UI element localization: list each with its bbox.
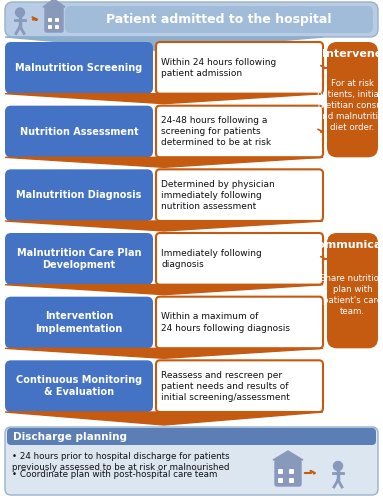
Text: Immediately following
diagnosis: Immediately following diagnosis bbox=[161, 249, 262, 269]
Text: Malnutrition Diagnosis: Malnutrition Diagnosis bbox=[16, 190, 142, 200]
FancyBboxPatch shape bbox=[5, 106, 153, 158]
Text: For at risk
patients, initiate
dietitian consult
and malnutrition
diet order.: For at risk patients, initiate dietitian… bbox=[317, 79, 383, 132]
Text: Intervention
Implementation: Intervention Implementation bbox=[35, 312, 123, 334]
Polygon shape bbox=[5, 158, 323, 168]
Text: Patient admitted to the hospital: Patient admitted to the hospital bbox=[106, 13, 332, 26]
FancyBboxPatch shape bbox=[278, 469, 283, 474]
FancyBboxPatch shape bbox=[156, 42, 323, 94]
FancyBboxPatch shape bbox=[327, 42, 378, 158]
Text: Determined by physician
immediately following
nutrition assessment: Determined by physician immediately foll… bbox=[161, 180, 275, 211]
Text: Within 24 hours following
patient admission: Within 24 hours following patient admiss… bbox=[161, 58, 276, 78]
Text: Within a maximum of
24 hours following diagnosis: Within a maximum of 24 hours following d… bbox=[161, 312, 290, 332]
Text: Malnutrition Care Plan
Development: Malnutrition Care Plan Development bbox=[17, 248, 141, 270]
Circle shape bbox=[334, 462, 342, 470]
Text: Nutrition Assessment: Nutrition Assessment bbox=[20, 126, 138, 136]
FancyBboxPatch shape bbox=[278, 478, 283, 483]
Polygon shape bbox=[5, 284, 323, 294]
FancyBboxPatch shape bbox=[5, 360, 153, 412]
Polygon shape bbox=[5, 94, 323, 104]
FancyBboxPatch shape bbox=[55, 18, 59, 22]
Text: Discharge planning: Discharge planning bbox=[13, 432, 127, 442]
FancyBboxPatch shape bbox=[156, 296, 323, 348]
FancyBboxPatch shape bbox=[5, 233, 153, 284]
FancyBboxPatch shape bbox=[156, 360, 323, 412]
Text: • 24 hours prior to hospital discharge for patients
previously assessed to be at: • 24 hours prior to hospital discharge f… bbox=[12, 452, 230, 472]
FancyBboxPatch shape bbox=[48, 18, 52, 22]
FancyBboxPatch shape bbox=[5, 296, 153, 348]
FancyBboxPatch shape bbox=[327, 233, 378, 348]
FancyBboxPatch shape bbox=[48, 25, 52, 29]
FancyBboxPatch shape bbox=[275, 460, 301, 486]
FancyBboxPatch shape bbox=[156, 106, 323, 158]
Text: 24-48 hours following a
screening for patients
determined to be at risk: 24-48 hours following a screening for pa… bbox=[161, 116, 271, 147]
FancyBboxPatch shape bbox=[5, 427, 378, 495]
FancyBboxPatch shape bbox=[7, 428, 376, 445]
Text: Intervene: Intervene bbox=[322, 49, 383, 59]
Polygon shape bbox=[43, 0, 65, 7]
FancyBboxPatch shape bbox=[55, 25, 59, 29]
FancyBboxPatch shape bbox=[5, 42, 153, 94]
Text: Share nutrition
plan with
patient's care
team.: Share nutrition plan with patient's care… bbox=[320, 274, 383, 316]
FancyBboxPatch shape bbox=[289, 478, 294, 483]
Polygon shape bbox=[5, 412, 323, 425]
FancyBboxPatch shape bbox=[5, 2, 378, 37]
Text: Continuous Monitoring
& Evaluation: Continuous Monitoring & Evaluation bbox=[16, 375, 142, 398]
FancyBboxPatch shape bbox=[5, 170, 153, 221]
Polygon shape bbox=[5, 37, 323, 51]
FancyBboxPatch shape bbox=[156, 170, 323, 221]
FancyBboxPatch shape bbox=[289, 469, 294, 474]
FancyBboxPatch shape bbox=[45, 7, 63, 32]
Circle shape bbox=[15, 8, 25, 17]
Polygon shape bbox=[5, 348, 323, 358]
FancyBboxPatch shape bbox=[65, 6, 373, 33]
Polygon shape bbox=[5, 221, 323, 231]
Text: Reassess and rescreen per
patient needs and results of
initial screening/assessm: Reassess and rescreen per patient needs … bbox=[161, 370, 290, 402]
Text: • Coordinate plan with post-hospital care team: • Coordinate plan with post-hospital car… bbox=[12, 470, 218, 479]
Text: Communicate: Communicate bbox=[310, 240, 383, 250]
Polygon shape bbox=[273, 451, 303, 460]
FancyBboxPatch shape bbox=[156, 233, 323, 284]
Text: Malnutrition Screening: Malnutrition Screening bbox=[15, 63, 142, 73]
